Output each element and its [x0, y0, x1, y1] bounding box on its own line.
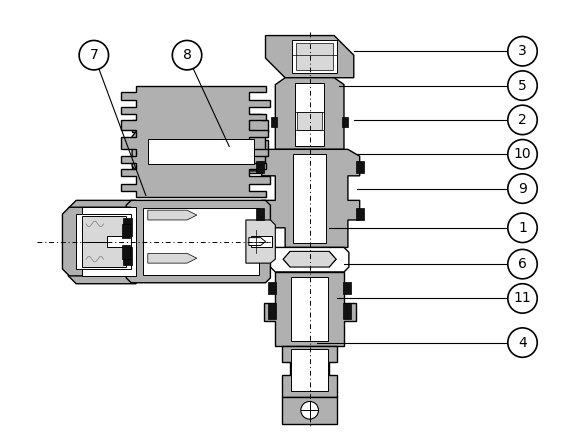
Polygon shape [82, 216, 126, 242]
Text: 6: 6 [518, 257, 527, 271]
Text: 11: 11 [514, 291, 531, 305]
Text: 4: 4 [518, 336, 527, 350]
Polygon shape [283, 251, 336, 267]
Polygon shape [62, 207, 131, 276]
Circle shape [508, 105, 537, 135]
Circle shape [79, 41, 108, 70]
Bar [123, 218, 132, 236]
Bar [343, 303, 351, 319]
Text: 1: 1 [518, 221, 527, 235]
Bar [76, 214, 131, 269]
Bar [143, 208, 259, 275]
Polygon shape [121, 86, 271, 198]
Text: 9: 9 [518, 182, 527, 196]
Bar [291, 350, 328, 391]
Bar [296, 43, 333, 70]
Polygon shape [271, 247, 349, 272]
Bar [122, 246, 130, 259]
Bar [295, 83, 324, 146]
Bar [82, 207, 136, 276]
Text: 7: 7 [89, 48, 98, 62]
Text: 5: 5 [518, 79, 527, 93]
Circle shape [508, 213, 537, 243]
Bar [272, 117, 278, 127]
Bar [256, 161, 264, 173]
Text: 2: 2 [518, 113, 527, 127]
Bar [268, 303, 276, 319]
Bar [123, 247, 132, 265]
Circle shape [508, 174, 537, 203]
Polygon shape [68, 200, 136, 284]
Bar [256, 208, 264, 220]
Polygon shape [249, 238, 265, 246]
Text: 8: 8 [182, 48, 191, 62]
Circle shape [508, 250, 537, 279]
Circle shape [301, 402, 318, 419]
Bar [343, 282, 351, 294]
Bar [342, 117, 348, 127]
Circle shape [508, 37, 537, 66]
Bar [292, 41, 337, 73]
Bar [356, 161, 364, 173]
Circle shape [508, 328, 537, 357]
Polygon shape [126, 200, 271, 283]
Bar [148, 139, 254, 164]
Bar [291, 277, 328, 340]
Text: 10: 10 [514, 147, 531, 161]
Polygon shape [265, 35, 354, 78]
Circle shape [508, 284, 537, 313]
Polygon shape [82, 242, 126, 267]
Polygon shape [148, 253, 197, 263]
Bar [268, 282, 276, 294]
Polygon shape [264, 272, 356, 346]
Polygon shape [148, 210, 197, 220]
Polygon shape [262, 149, 360, 247]
Bar [297, 112, 322, 130]
Polygon shape [275, 78, 344, 149]
Text: 3: 3 [518, 44, 527, 58]
Bar [122, 224, 130, 238]
Bar [282, 396, 337, 424]
Bar [293, 154, 326, 243]
Circle shape [173, 41, 202, 70]
Circle shape [508, 139, 537, 169]
Bar [356, 208, 364, 220]
Polygon shape [132, 132, 265, 171]
Bar [251, 236, 272, 247]
Polygon shape [132, 114, 268, 173]
Polygon shape [246, 220, 275, 263]
Polygon shape [282, 346, 337, 396]
Circle shape [508, 71, 537, 101]
